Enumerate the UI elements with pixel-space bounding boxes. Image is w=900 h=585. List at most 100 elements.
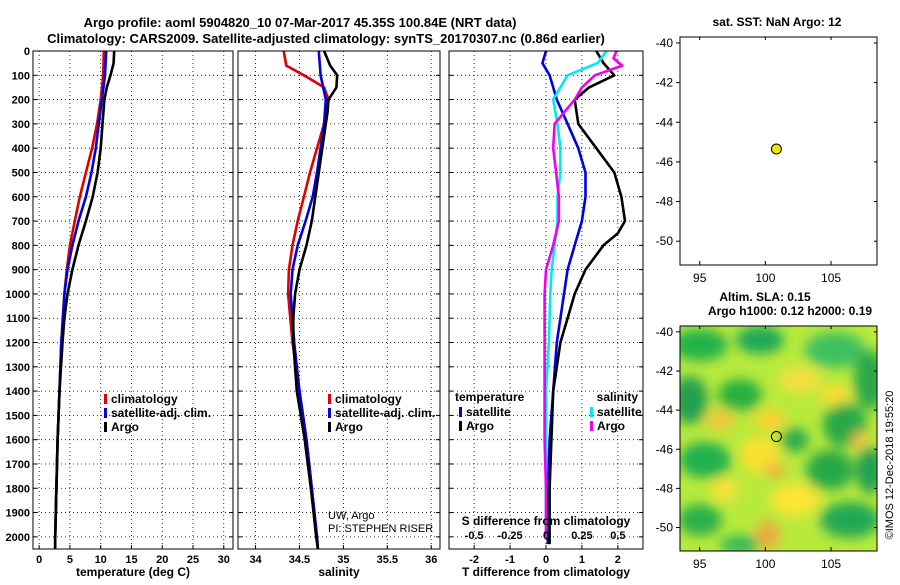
x-tick-label: 5 [67, 554, 73, 566]
map-x-tick-label: 105 [821, 557, 841, 571]
series-line-climatology [53, 50, 106, 549]
map-y-tick-label: -48 [656, 481, 674, 495]
y-tick-label: 1400 [6, 386, 30, 398]
plot-frame [32, 50, 234, 550]
sla-blob [754, 410, 786, 430]
legend-swatch [328, 408, 331, 418]
y-tick-label: 1200 [6, 338, 30, 350]
difference-panel: -2 -1 0 1 2T difference from climatology temp… [448, 50, 644, 579]
sla-blob [736, 326, 784, 354]
x-tick-label: 35 [337, 554, 349, 566]
series-line-satellite-adj-clim- [53, 50, 108, 549]
legend-swatch [590, 407, 593, 417]
legend-swatch [104, 422, 107, 432]
x-tick-label: -1 [505, 554, 515, 566]
map-frame [679, 325, 878, 552]
secondary-tick-label: -0.5 [465, 530, 484, 542]
legend-label: climatology [111, 392, 178, 406]
sla-blob [805, 332, 865, 368]
plot-frame [237, 50, 441, 550]
temperature-panel: 0100200300400500600700800900100011001200… [6, 46, 234, 579]
secondary-tick-label: 0 [543, 530, 549, 542]
x-axis-label: salinity [318, 565, 360, 579]
figure-title-line1: Argo profile: aoml 5904820_10 07-Mar-201… [84, 15, 517, 30]
sla-blob [778, 366, 822, 394]
y-tick-label: 2000 [6, 532, 30, 544]
x-axis-label: temperature (deg C) [76, 565, 190, 579]
sla-blob [718, 379, 762, 411]
x-tick-label: 1 [579, 554, 585, 566]
y-tick-label: 800 [12, 240, 30, 252]
series-line-argo [291, 50, 339, 550]
y-tick-label: 100 [12, 70, 30, 82]
map-x-tick-label: 95 [693, 271, 707, 285]
x-axis-label: T difference from climatology [462, 565, 630, 579]
series-line-t-satellite [541, 50, 587, 545]
x-tick-label: 20 [156, 554, 168, 566]
x-tick-label: 25 [187, 554, 199, 566]
map-x-tick-label: 95 [693, 557, 707, 571]
legend-label: climatology [335, 392, 402, 406]
x-tick-label: 0 [36, 554, 42, 566]
series-line-s-argo [543, 50, 624, 537]
plot-frame [448, 50, 644, 550]
legend-label: Argo [466, 419, 494, 433]
figure-title-line2: Climatology: CARS2009. Satellite-adjuste… [47, 31, 605, 46]
y-tick-label: 300 [12, 119, 30, 131]
y-tick-label: 400 [12, 143, 30, 155]
salinity-panel: 34 34.5 35 35.5 36 salinity climatologysatelli… [237, 50, 441, 579]
map-y-tick-label: -46 [656, 155, 674, 169]
y-tick-label: 1100 [6, 313, 30, 325]
pi-annotation: UW, Argo [328, 510, 374, 522]
sla-blobs [680, 326, 877, 551]
y-tick-label: 1800 [6, 483, 30, 495]
y-tick-label: 1500 [6, 410, 30, 422]
x-tick-label: 10 [95, 554, 107, 566]
sla-map-panel: -40 -42 -44 -46 -48 -50 95 100 105 Altim. SLA: 0.… [656, 290, 878, 571]
x-tick-label: 30 [218, 554, 230, 566]
sla-blob [680, 442, 731, 478]
map-y-tick-label: -44 [656, 403, 674, 417]
sla-blob [854, 350, 877, 410]
sst-map-panel: -40 -42 -44 -46 -48 -50 95 100 105 sat. SST: NaN … [656, 15, 878, 285]
x-tick-label: 35.5 [377, 554, 398, 566]
legend-swatch [459, 407, 462, 417]
sla-map-title: Altim. SLA: 0.15 [719, 290, 811, 304]
x-tick-label: 2 [615, 554, 621, 566]
sla-blob [720, 535, 760, 551]
y-tick-label: 200 [12, 95, 30, 107]
legend-swatch [590, 421, 593, 431]
sla-blob [680, 329, 728, 361]
series-line-satellite-adj-clim- [289, 50, 328, 550]
map-x-tick-label: 105 [821, 271, 841, 285]
y-tick-label: 1700 [6, 459, 30, 471]
sla-heatmap [680, 326, 877, 551]
pi-annotation: PI: STEPHEN RISER [328, 523, 433, 535]
map-y-tick-label: -40 [656, 36, 674, 50]
argo-float-position-marker [770, 143, 782, 155]
map-y-tick-label: -44 [656, 115, 674, 129]
secondary-tick-label: -0.25 [498, 530, 523, 542]
map-y-tick-label: -50 [656, 521, 674, 535]
sla-blob [771, 484, 819, 516]
legend-label: satellite [466, 405, 511, 419]
x-tick-label: 34 [249, 554, 262, 566]
y-tick-label: 1600 [6, 435, 30, 447]
sla-blob [680, 504, 722, 536]
y-tick-label: 900 [12, 265, 30, 277]
sla-blob [781, 428, 809, 452]
y-tick-label: 1900 [6, 508, 30, 520]
sst-map-title: sat. SST: NaN Argo: 12 [713, 15, 842, 29]
map-frame [679, 36, 878, 266]
map-y-tick-label: -40 [656, 325, 674, 339]
y-tick-label: 1300 [6, 362, 30, 374]
x-tick-label: 36 [425, 554, 437, 566]
series-line-argo [53, 50, 116, 549]
legend-label: Argo [111, 420, 139, 434]
y-tick-label: 500 [12, 167, 30, 179]
map-x-tick-label: 100 [755, 271, 775, 285]
legend-label: Argo [335, 420, 363, 434]
legend-swatch [104, 408, 107, 418]
map-y-tick-label: -42 [656, 364, 674, 378]
